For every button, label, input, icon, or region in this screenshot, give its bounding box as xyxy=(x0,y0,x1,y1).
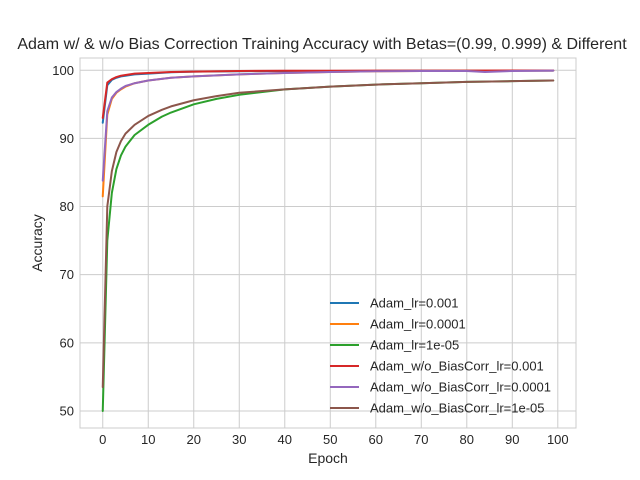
legend-label: Adam_lr=0.001 xyxy=(370,296,459,311)
y-tick-label: 90 xyxy=(60,131,74,146)
x-tick-label: 100 xyxy=(547,432,569,447)
x-tick-labels: 0 10 20 30 40 50 60 70 80 90 100 xyxy=(99,432,569,447)
legend-label: Adam_lr=0.0001 xyxy=(370,317,466,332)
x-tick-label: 10 xyxy=(141,432,155,447)
x-tick-label: 80 xyxy=(460,432,474,447)
x-tick-label: 20 xyxy=(187,432,201,447)
x-tick-label: 90 xyxy=(505,432,519,447)
y-tick-label: 70 xyxy=(60,267,74,282)
y-tick-label: 80 xyxy=(60,199,74,214)
plot-background xyxy=(80,58,576,428)
series-group xyxy=(101,69,555,412)
series-line-5 xyxy=(101,69,555,182)
grid xyxy=(80,58,576,428)
y-tick-labels: 50 60 70 80 90 100 xyxy=(52,63,74,419)
y-tick-label: 60 xyxy=(60,335,74,350)
x-tick-label: 40 xyxy=(278,432,292,447)
y-tick-label: 50 xyxy=(60,403,74,418)
chart-title: Adam w/ & w/o Bias Correction Training A… xyxy=(17,36,627,53)
plot-frame xyxy=(79,57,577,429)
legend-label: Adam_w/o_BiasCorr_lr=0.001 xyxy=(370,359,544,374)
x-tick-label: 0 xyxy=(99,432,106,447)
legend-label: Adam_lr=1e-05 xyxy=(370,338,459,353)
legend-label: Adam_w/o_BiasCorr_lr=1e-05 xyxy=(370,401,545,416)
y-tick-label: 100 xyxy=(52,63,74,78)
legend: Adam_lr=0.001 Adam_lr=0.0001 Adam_lr=1e-05… xyxy=(330,296,551,416)
series-line-6 xyxy=(101,79,555,389)
x-tick-label: 30 xyxy=(232,432,246,447)
y-axis-label: Accuracy xyxy=(29,214,45,272)
x-tick-label: 60 xyxy=(369,432,383,447)
legend-label: Adam_w/o_BiasCorr_lr=0.0001 xyxy=(370,380,551,395)
x-tick-label: 50 xyxy=(323,432,337,447)
x-tick-label: 70 xyxy=(414,432,428,447)
x-axis-label: Epoch xyxy=(308,450,348,466)
